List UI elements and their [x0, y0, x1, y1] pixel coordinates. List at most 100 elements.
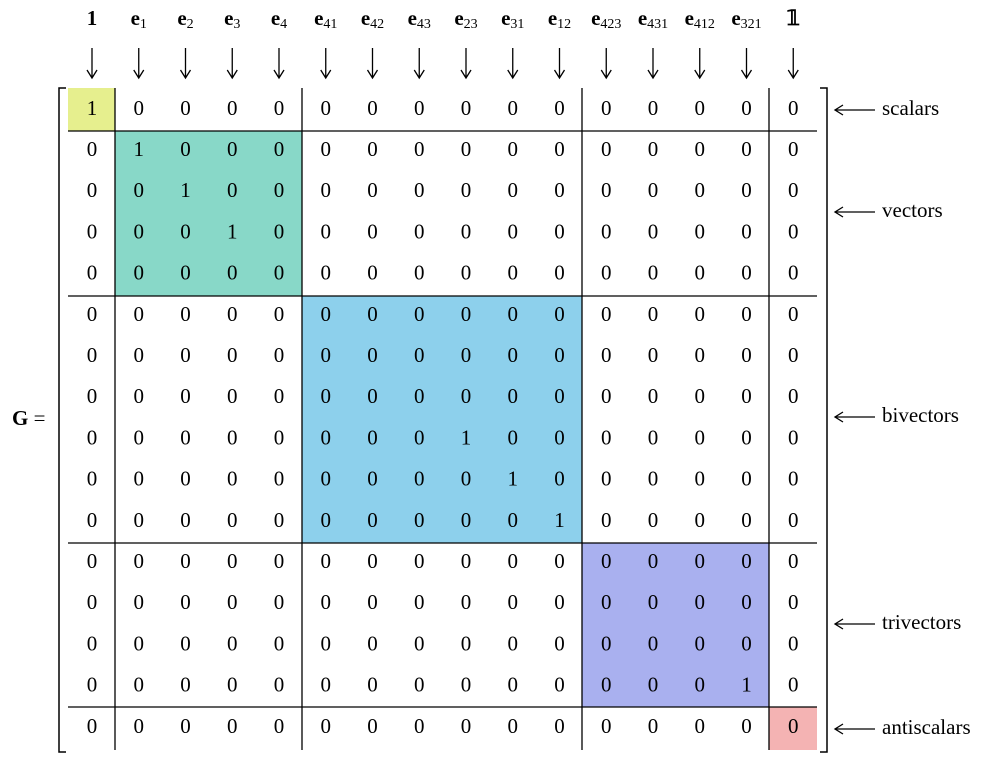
group-label: antiscalars — [882, 715, 971, 739]
matrix-entry: 0 — [508, 384, 519, 408]
matrix-entry: 0 — [414, 508, 425, 532]
matrix-entry: 0 — [367, 508, 378, 532]
matrix-entry: 0 — [554, 219, 565, 243]
matrix-entry: 0 — [367, 384, 378, 408]
matrix-entry: 0 — [601, 219, 612, 243]
matrix-entry: 0 — [461, 137, 472, 161]
down-arrow — [320, 48, 332, 80]
matrix-entry: 0 — [648, 178, 659, 202]
header-symbol: e — [271, 6, 280, 30]
matrix-entry: 0 — [274, 219, 285, 243]
matrix-entry: 0 — [274, 178, 285, 202]
matrix-entry: 0 — [180, 302, 191, 326]
matrix-label: G = — [12, 406, 45, 430]
matrix-entry: 0 — [601, 467, 612, 491]
matrix-entry: 0 — [180, 590, 191, 614]
matrix-entry: 0 — [461, 178, 472, 202]
header-symbol: e — [131, 6, 140, 30]
matrix-entry: 0 — [741, 96, 752, 120]
matrix-entry: 0 — [648, 425, 659, 449]
matrix-entry: 0 — [180, 137, 191, 161]
left-arrow — [833, 104, 875, 116]
matrix-entry: 0 — [695, 467, 706, 491]
matrix-entry: 0 — [741, 425, 752, 449]
matrix-entry: 0 — [87, 590, 98, 614]
header-symbol: 𝟙 — [787, 6, 800, 30]
matrix-entry: 0 — [87, 508, 98, 532]
right-bracket — [820, 87, 828, 753]
column-header: e41 — [314, 6, 337, 32]
matrix-entry: 0 — [274, 425, 285, 449]
matrix-entry: 0 — [508, 302, 519, 326]
matrix-entry: 0 — [554, 549, 565, 573]
matrix-entry: 0 — [414, 96, 425, 120]
header-symbol: e — [224, 6, 233, 30]
matrix-entry: 0 — [601, 384, 612, 408]
matrix-entry: 0 — [554, 631, 565, 655]
header-index: 3 — [233, 17, 240, 32]
matrix-entry: 0 — [648, 590, 659, 614]
matrix-entry: 0 — [554, 178, 565, 202]
matrix-entry: 0 — [321, 673, 332, 697]
matrix-entry: 0 — [648, 302, 659, 326]
matrix-entry: 0 — [321, 425, 332, 449]
matrix-entry: 0 — [414, 261, 425, 285]
matrix-entry: 0 — [554, 467, 565, 491]
matrix-entry: 0 — [461, 549, 472, 573]
matrix-entry: 0 — [788, 96, 799, 120]
matrix-entry: 0 — [648, 467, 659, 491]
matrix-entry: 0 — [227, 178, 238, 202]
matrix-entry: 0 — [414, 343, 425, 367]
matrix-entry: 0 — [788, 343, 799, 367]
matrix-entry: 0 — [554, 343, 565, 367]
matrix-entry: 0 — [321, 96, 332, 120]
matrix-entry: 0 — [508, 590, 519, 614]
matrix-entry: 0 — [321, 508, 332, 532]
matrix-entry: 0 — [788, 137, 799, 161]
matrix-entry: 0 — [554, 673, 565, 697]
matrix-entry: 0 — [274, 384, 285, 408]
matrix-entry: 0 — [695, 178, 706, 202]
matrix-entry: 0 — [554, 590, 565, 614]
matrix-entry: 1 — [741, 673, 752, 697]
matrix-entry: 0 — [788, 508, 799, 532]
matrix-entry: 1 — [180, 178, 191, 202]
down-arrow — [273, 48, 285, 80]
header-index: 42 — [370, 17, 384, 32]
matrix-entry: 0 — [741, 219, 752, 243]
matrix-entry: 0 — [414, 384, 425, 408]
antiscalar-block — [769, 707, 817, 750]
matrix-entry: 0 — [601, 673, 612, 697]
vector-block — [115, 131, 302, 296]
matrix-entry: 0 — [227, 673, 238, 697]
matrix-entry: 0 — [367, 467, 378, 491]
matrix-entry: 0 — [87, 467, 98, 491]
matrix-entry: 0 — [367, 673, 378, 697]
matrix-entry: 0 — [508, 631, 519, 655]
matrix-entry: 0 — [134, 343, 145, 367]
matrix-entry: 0 — [87, 384, 98, 408]
down-arrow — [787, 48, 799, 80]
matrix-entry: 0 — [227, 590, 238, 614]
column-header: e321 — [731, 6, 761, 32]
matrix-entry: 0 — [227, 343, 238, 367]
matrix-entry: 0 — [788, 384, 799, 408]
matrix-entry: 0 — [134, 261, 145, 285]
matrix-entry: 0 — [321, 631, 332, 655]
matrix-entry: 0 — [741, 631, 752, 655]
matrix-entry: 0 — [321, 137, 332, 161]
matrix-entry: 0 — [648, 96, 659, 120]
matrix-entry: 0 — [414, 137, 425, 161]
down-arrow — [507, 48, 519, 80]
matrix-entry: 0 — [741, 384, 752, 408]
matrix-entry: 0 — [414, 714, 425, 738]
matrix-entry: 0 — [695, 673, 706, 697]
matrix-entry: 0 — [788, 302, 799, 326]
down-arrow — [226, 48, 238, 80]
header-symbol: e — [408, 6, 417, 30]
matrix-entry: 0 — [134, 549, 145, 573]
matrix-entry: 0 — [87, 302, 98, 326]
left-arrow — [833, 618, 875, 630]
matrix-entry: 0 — [321, 590, 332, 614]
matrix-entry: 0 — [788, 467, 799, 491]
